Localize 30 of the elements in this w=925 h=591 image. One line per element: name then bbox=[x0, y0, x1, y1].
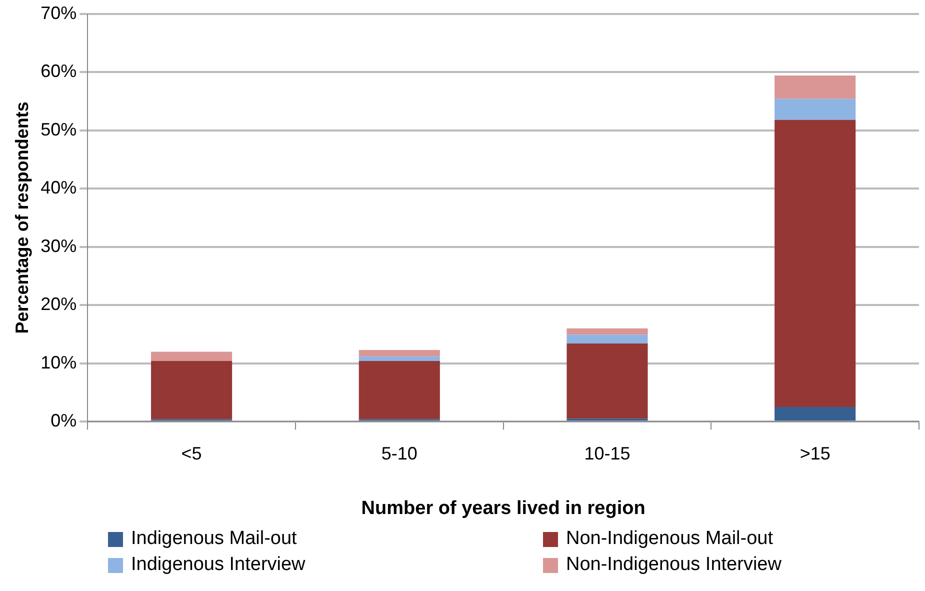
bar bbox=[566, 328, 648, 335]
y-tick-label: 40% bbox=[40, 178, 77, 198]
y-axis-title: Percentage of respondents bbox=[12, 102, 32, 334]
y-tick-label: 50% bbox=[40, 119, 77, 140]
bar bbox=[151, 352, 232, 362]
y-tick-label: 70% bbox=[40, 2, 77, 23]
bar bbox=[566, 334, 648, 344]
bar bbox=[358, 361, 440, 420]
bar bbox=[774, 407, 856, 421]
y-tick-label: 30% bbox=[40, 236, 77, 256]
bar bbox=[358, 350, 440, 356]
bar bbox=[774, 98, 856, 120]
y-tick-label: 20% bbox=[40, 294, 77, 314]
x-tick-label: >15 bbox=[800, 443, 830, 464]
y-tick-label: 10% bbox=[40, 352, 77, 372]
x-tick-label: 10-15 bbox=[584, 443, 630, 464]
bar bbox=[774, 76, 856, 99]
x-tick-label: <5 bbox=[181, 443, 202, 464]
legend-label: Non-Indigenous Mail-out bbox=[566, 528, 774, 550]
x-tick-label: 5-10 bbox=[381, 443, 418, 464]
x-axis-title: Number of years lived in region bbox=[361, 498, 646, 519]
bar bbox=[358, 356, 440, 362]
bar bbox=[566, 344, 648, 419]
y-tick-label: 60% bbox=[40, 61, 77, 82]
y-tick-label: 0% bbox=[50, 410, 77, 431]
bar bbox=[774, 120, 856, 408]
legend-label: Non-Indigenous Interview bbox=[566, 554, 782, 576]
legend-label: Indigenous Interview bbox=[131, 554, 306, 576]
legend-label: Indigenous Mail-out bbox=[131, 528, 297, 550]
bar bbox=[151, 361, 232, 420]
